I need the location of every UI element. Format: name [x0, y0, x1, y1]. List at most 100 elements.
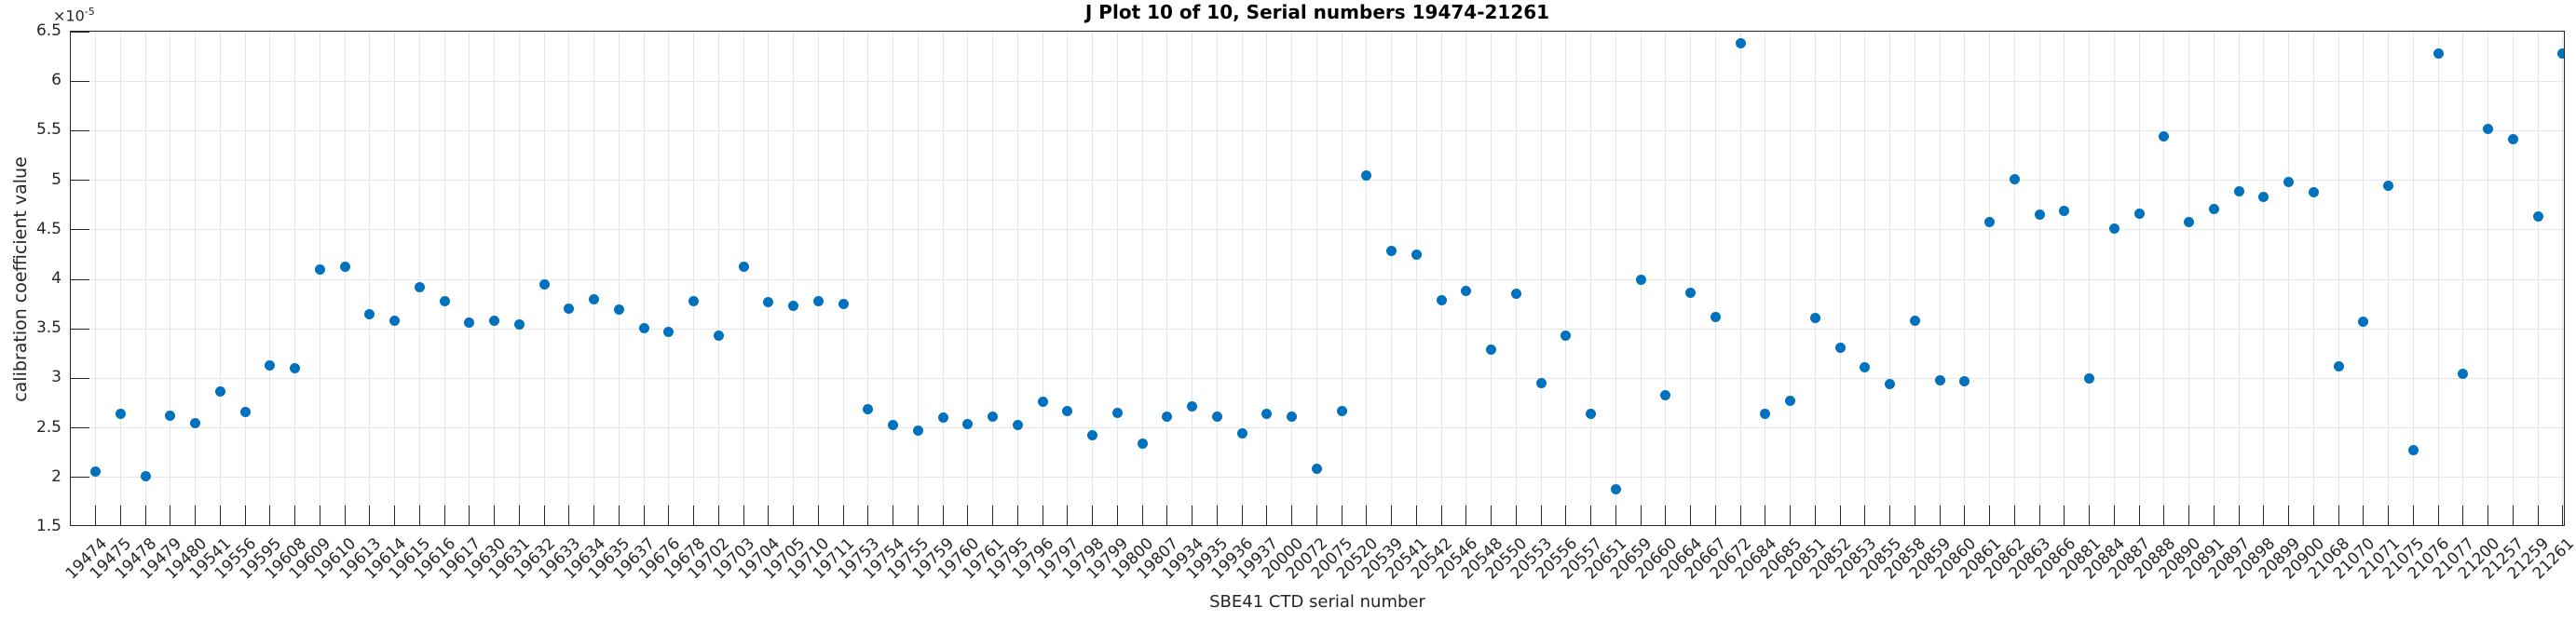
x-tick-mark [1192, 506, 1193, 525]
data-point [2034, 209, 2045, 221]
x-tick-mark [1366, 506, 1368, 525]
x-gridline [1939, 32, 1941, 525]
x-tick-mark [1939, 506, 1941, 525]
x-tick-mark [2188, 506, 2189, 525]
x-tick-mark [2263, 506, 2265, 525]
x-tick-mark [1291, 506, 1292, 525]
y-gridline [71, 129, 2564, 131]
data-point [888, 419, 898, 430]
x-tick-mark [1116, 506, 1118, 525]
y-gridline [71, 278, 2564, 280]
x-tick-mark [2487, 506, 2488, 525]
x-gridline [1116, 32, 1118, 525]
x-tick-mark [2213, 506, 2215, 525]
x-tick-mark [269, 506, 271, 525]
x-gridline [1166, 32, 1168, 525]
x-tick-mark [195, 506, 196, 525]
x-tick-mark [543, 506, 545, 525]
x-tick-mark [2412, 506, 2414, 525]
x-gridline [668, 32, 670, 525]
data-point [190, 417, 200, 428]
x-gridline [2213, 32, 2215, 525]
x-tick-mark [244, 506, 246, 525]
x-gridline [2388, 32, 2389, 525]
data-point [1660, 389, 1671, 400]
x-gridline [2337, 32, 2339, 525]
data-point [339, 261, 350, 272]
x-gridline [195, 32, 196, 525]
x-gridline [2138, 32, 2140, 525]
x-tick-mark [2163, 506, 2165, 525]
x-gridline [1665, 32, 1667, 525]
x-gridline [1241, 32, 1243, 525]
x-gridline [144, 32, 146, 525]
data-point [763, 296, 774, 307]
x-gridline [95, 32, 96, 525]
data-point [2084, 372, 2094, 384]
x-gridline [593, 32, 594, 525]
x-gridline [1391, 32, 1392, 525]
x-tick-mark [842, 506, 844, 525]
x-tick-mark [2038, 506, 2040, 525]
x-tick-mark [992, 506, 993, 525]
x-gridline [1216, 32, 1218, 525]
y-gridline [71, 477, 2564, 479]
x-gridline [2064, 32, 2065, 525]
data-point [688, 295, 699, 306]
x-gridline [2512, 32, 2514, 525]
data-point [2258, 192, 2269, 203]
data-point [1087, 429, 1097, 440]
data-point [962, 418, 974, 429]
data-point [1211, 412, 1222, 423]
data-point [2433, 47, 2444, 59]
x-tick-mark [1565, 506, 1567, 525]
x-gridline [244, 32, 246, 525]
data-point [2208, 203, 2219, 214]
x-gridline [2238, 32, 2240, 525]
x-tick-mark [2013, 506, 2015, 525]
x-gridline [817, 32, 819, 525]
x-gridline [219, 32, 221, 525]
data-point [1187, 400, 1197, 412]
x-tick-mark [1092, 506, 1093, 525]
y-tick-label: 4.5 [35, 219, 61, 238]
x-gridline [2312, 32, 2314, 525]
y-tick-label: 6.5 [35, 21, 61, 40]
x-gridline [543, 32, 545, 525]
data-point [2532, 211, 2543, 223]
x-gridline [1141, 32, 1143, 525]
x-gridline [2163, 32, 2165, 525]
data-point [1909, 316, 1920, 327]
data-point [2333, 361, 2344, 372]
y-gridline [71, 377, 2564, 379]
data-point [738, 261, 749, 272]
x-gridline [2487, 32, 2488, 525]
y-tick-label: 2.5 [35, 417, 61, 437]
data-point [2184, 216, 2194, 227]
data-point [2059, 206, 2070, 217]
x-tick-mark [817, 506, 819, 525]
x-gridline [394, 32, 395, 525]
x-tick-mark [2388, 506, 2389, 525]
data-point [2108, 223, 2119, 235]
x-gridline [1864, 32, 1866, 525]
y-tick-mark [71, 328, 89, 330]
data-point [1610, 484, 1621, 495]
x-tick-mark [1690, 506, 1691, 525]
x-gridline [842, 32, 844, 525]
x-tick-mark [494, 506, 495, 525]
data-point [414, 282, 425, 292]
x-gridline [1690, 32, 1691, 525]
data-point [564, 304, 575, 315]
x-tick-mark [2138, 506, 2140, 525]
x-gridline [119, 32, 121, 525]
data-point [1934, 375, 1945, 386]
y-gridline [71, 229, 2564, 231]
data-point [1486, 344, 1496, 356]
data-point [2483, 123, 2493, 134]
y-tick-mark [71, 229, 89, 231]
x-tick-mark [1590, 506, 1591, 525]
data-point [389, 316, 400, 327]
x-tick-mark [2113, 506, 2115, 525]
data-point [314, 263, 325, 275]
